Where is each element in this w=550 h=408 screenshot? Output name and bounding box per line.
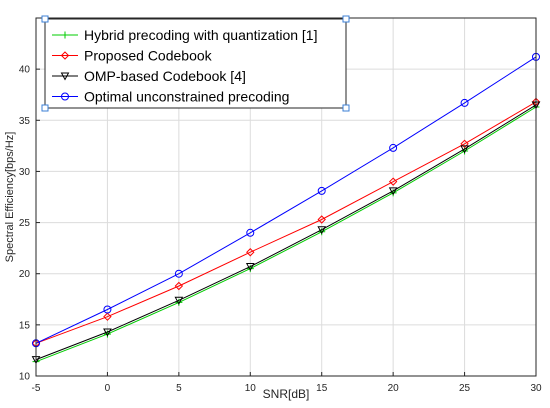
x-tick-label: 5 — [176, 383, 182, 394]
y-tick-label: 10 — [19, 372, 31, 383]
data-point — [317, 226, 327, 235]
legend[interactable]: Hybrid precoding with quantization [1] Pr… — [41, 15, 350, 112]
legend-marker — [61, 31, 69, 39]
legend-label: OMP-based Codebook [4] — [84, 68, 246, 84]
x-tick-label: 10 — [245, 383, 257, 394]
y-axis-label: Spectral Efficiency[bps/Hz] — [4, 132, 16, 263]
data-point — [103, 312, 112, 321]
legend-marker — [61, 92, 69, 101]
data-point — [246, 248, 255, 257]
data-point — [103, 328, 112, 337]
y-tick-label: 35 — [19, 116, 31, 127]
legend-entry: Proposed Codebook — [52, 48, 213, 64]
data-point — [388, 177, 398, 186]
y-tick-label: 30 — [19, 167, 31, 178]
series-line — [35, 106, 537, 363]
legend-marker — [60, 72, 70, 81]
legend-entry: Optimal unconstrained precoding — [52, 89, 289, 105]
data-point — [460, 98, 469, 107]
x-tick-label: 30 — [530, 383, 542, 394]
legend-entry: OMP-based Codebook [4] — [52, 68, 246, 84]
y-tick-label: 20 — [19, 269, 31, 280]
legend-resize-handle — [41, 15, 49, 23]
y-tick-label: 40 — [19, 65, 31, 76]
data-point — [246, 228, 255, 237]
x-tick-label: 0 — [105, 383, 111, 394]
data-point — [245, 263, 255, 272]
legend-entry: Hybrid precoding with quantization [1] — [52, 27, 317, 43]
y-tick-label: 15 — [19, 320, 31, 331]
data-point — [388, 187, 398, 196]
legend-label: Hybrid precoding with quantization [1] — [84, 27, 317, 43]
legend-label: Proposed Codebook — [84, 48, 213, 64]
x-tick-label: -5 — [32, 383, 41, 394]
data-point — [103, 305, 112, 314]
x-tick-label: 25 — [459, 383, 471, 394]
series-line — [35, 104, 537, 361]
y-tick-label: 25 — [19, 218, 31, 229]
x-tick-label: 20 — [388, 383, 400, 394]
data-point — [460, 145, 469, 154]
legend-resize-handle — [41, 104, 49, 112]
data-point — [460, 139, 469, 149]
legend-label: Optimal unconstrained precoding — [84, 89, 289, 105]
legend-box — [44, 18, 347, 109]
axis-ticks: -5 0 5 10 15 20 25 30 10 15 20 25 30 35 40 — [19, 65, 542, 394]
data-point — [317, 186, 326, 195]
legend-resize-handle — [342, 104, 350, 112]
series-layer — [31, 52, 541, 366]
data-point — [174, 269, 183, 278]
legend-resize-handle — [342, 15, 350, 23]
x-tick-label: 15 — [316, 383, 328, 394]
data-point — [317, 215, 326, 224]
data-point — [174, 296, 184, 305]
x-axis-label: SNR[dB] — [263, 387, 310, 401]
data-point — [389, 143, 398, 152]
data-point — [174, 281, 184, 291]
plot-area-frame — [35, 17, 537, 377]
series-line — [35, 101, 537, 344]
series-line — [35, 56, 537, 344]
legend-marker — [60, 51, 70, 60]
